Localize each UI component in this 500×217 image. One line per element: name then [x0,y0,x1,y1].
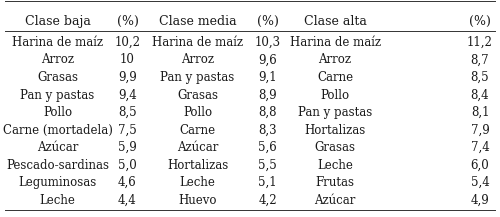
Text: Pescado-sardinas: Pescado-sardinas [6,159,109,172]
Text: 6,0: 6,0 [470,159,490,172]
Text: Carne (mortadela): Carne (mortadela) [2,124,112,137]
Text: 7,9: 7,9 [470,124,490,137]
Text: Huevo: Huevo [178,194,217,207]
Text: Arroz: Arroz [181,53,214,66]
Text: 10,2: 10,2 [114,36,140,49]
Text: 4,2: 4,2 [258,194,277,207]
Text: 4,6: 4,6 [118,176,137,189]
Text: (%): (%) [256,15,278,28]
Text: Azúcar: Azúcar [314,194,356,207]
Text: 11,2: 11,2 [467,36,493,49]
Text: 4,9: 4,9 [470,194,490,207]
Text: 9,1: 9,1 [258,71,277,84]
Text: 7,5: 7,5 [118,124,137,137]
Text: Pollo: Pollo [320,89,350,102]
Text: Arroz: Arroz [318,53,352,66]
Text: 5,9: 5,9 [118,141,137,154]
Text: 5,0: 5,0 [118,159,137,172]
Text: Grasas: Grasas [314,141,356,154]
Text: Pan y pastas: Pan y pastas [20,89,94,102]
Text: Leche: Leche [317,159,353,172]
Text: 9,9: 9,9 [118,71,137,84]
Text: Harina de maíz: Harina de maíz [290,36,380,49]
Text: Hortalizas: Hortalizas [304,124,366,137]
Text: 5,1: 5,1 [258,176,277,189]
Text: Carne: Carne [317,71,353,84]
Text: Carne: Carne [180,124,216,137]
Text: 9,4: 9,4 [118,89,137,102]
Text: Leche: Leche [40,194,76,207]
Text: 5,4: 5,4 [470,176,490,189]
Text: 8,5: 8,5 [118,106,137,119]
Text: Azúcar: Azúcar [37,141,78,154]
Text: (%): (%) [116,15,138,28]
Text: Clase baja: Clase baja [24,15,90,28]
Text: Leguminosas: Leguminosas [18,176,96,189]
Text: 8,7: 8,7 [470,53,490,66]
Text: 5,5: 5,5 [258,159,277,172]
Text: Harina de maíz: Harina de maíz [152,36,243,49]
Text: Hortalizas: Hortalizas [167,159,228,172]
Text: Azúcar: Azúcar [177,141,218,154]
Text: 10: 10 [120,53,135,66]
Text: Frutas: Frutas [316,176,354,189]
Text: 8,1: 8,1 [471,106,489,119]
Text: Grasas: Grasas [37,71,78,84]
Text: 7,4: 7,4 [470,141,490,154]
Text: 8,8: 8,8 [258,106,277,119]
Text: 4,4: 4,4 [118,194,137,207]
Text: Pan y pastas: Pan y pastas [298,106,372,119]
Text: (%): (%) [469,15,491,28]
Text: Pan y pastas: Pan y pastas [160,71,234,84]
Text: Arroz: Arroz [41,53,74,66]
Text: 10,3: 10,3 [254,36,280,49]
Text: 8,4: 8,4 [470,89,490,102]
Text: 8,5: 8,5 [470,71,490,84]
Text: Clase alta: Clase alta [304,15,366,28]
Text: 5,6: 5,6 [258,141,277,154]
Text: Leche: Leche [180,176,216,189]
Text: 8,9: 8,9 [258,89,277,102]
Text: Harina de maíz: Harina de maíz [12,36,103,49]
Text: Clase media: Clase media [158,15,236,28]
Text: Grasas: Grasas [177,89,218,102]
Text: Pollo: Pollo [43,106,72,119]
Text: Pollo: Pollo [183,106,212,119]
Text: 9,6: 9,6 [258,53,277,66]
Text: 8,3: 8,3 [258,124,277,137]
